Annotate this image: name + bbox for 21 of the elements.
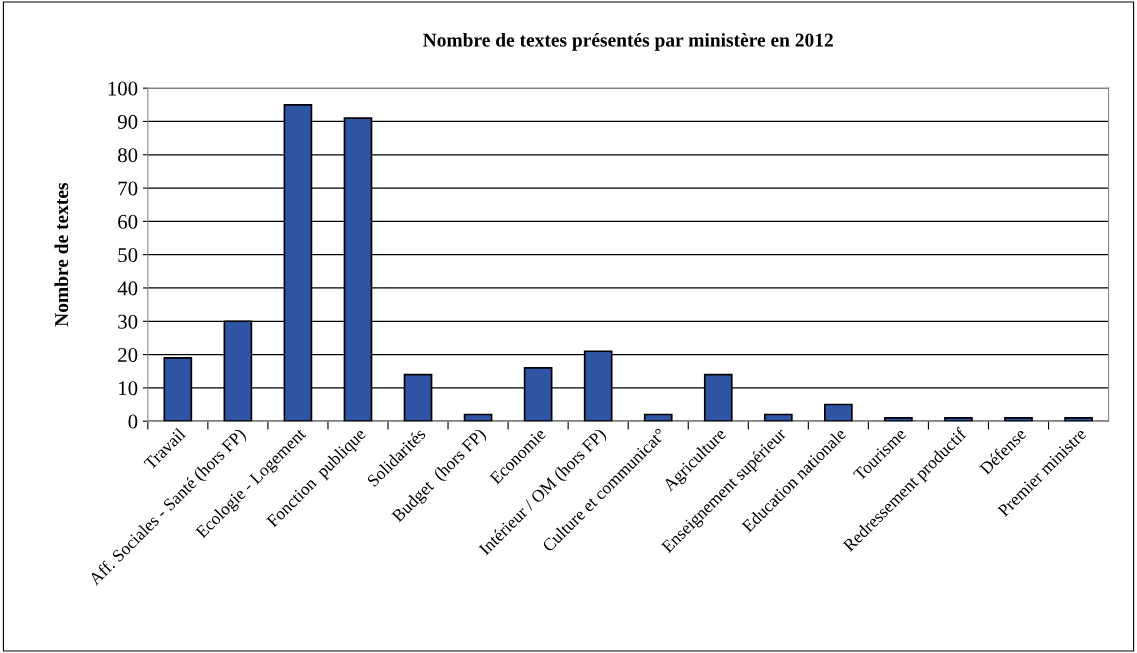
y-tick-label: 70 [118, 181, 138, 196]
y-tick-label: 50 [118, 248, 138, 263]
chart-title: Nombre de textes présentés par ministère en 2012 [423, 32, 833, 51]
bar [1004, 417, 1033, 422]
y-tick-label: 100 [108, 81, 138, 96]
y-tick-label: 80 [118, 148, 138, 163]
y-tick-label: 30 [118, 314, 138, 329]
y-tick-label: 40 [117, 281, 138, 296]
bar [1064, 417, 1093, 422]
bar [463, 413, 493, 422]
bar [643, 413, 673, 422]
y-tick-label: 10 [119, 381, 138, 396]
bar [824, 403, 853, 422]
y-axis-title: Nombre de textes [54, 182, 69, 327]
y-tick-label: 90 [117, 114, 138, 129]
bar [763, 413, 793, 422]
y-tick-label: 20 [118, 347, 138, 363]
bar [884, 417, 913, 422]
y-tick-label: 60 [118, 214, 138, 229]
y-tick-label: 0 [128, 414, 138, 429]
bar [944, 417, 973, 422]
